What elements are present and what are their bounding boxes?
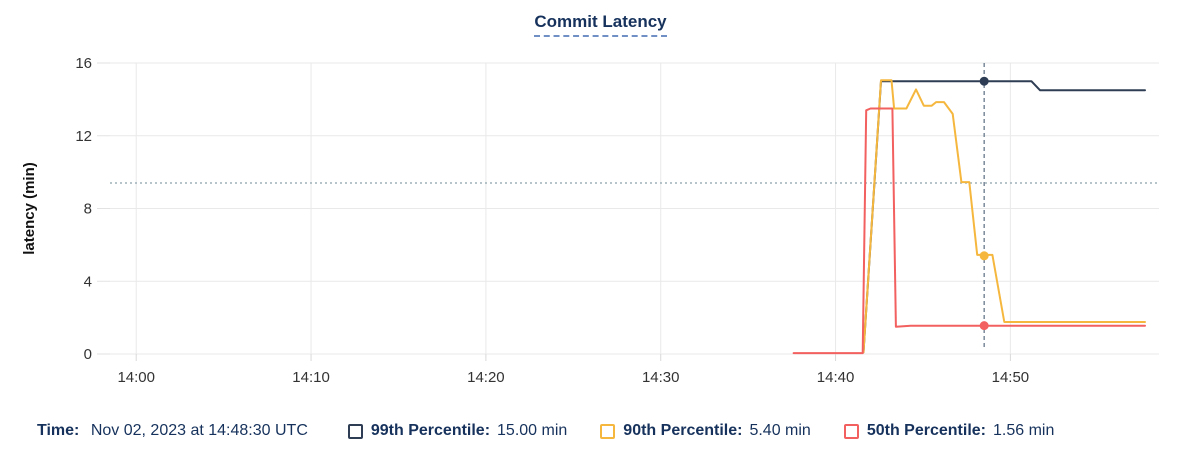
cursor-dot-p50 (979, 321, 989, 331)
y-tick-label: 12 (75, 128, 92, 145)
legend-swatch-90th-icon (600, 423, 616, 439)
y-tick-label: 0 (84, 346, 92, 363)
legend-value: 5.40 min (749, 422, 811, 439)
legend-swatch-99th-icon (347, 423, 363, 439)
legend-value: 1.56 min (992, 422, 1055, 439)
x-tick-label: 14:40 (817, 369, 855, 386)
legend-item-90th-percentile[interactable]: 90th Percentile: 5.40 min (600, 422, 811, 440)
commit-latency-chart[interactable]: 0 4 8 12 16 14:00 14:10 14:20 14:30 14:40 14:50 lat… (0, 0, 1201, 400)
legend-label: 99th Percentile: (370, 422, 491, 439)
legend-swatch-50th-icon (843, 423, 859, 439)
time-value: Nov 02, 2023 at 14:48:30 UTC (90, 422, 308, 439)
chart-header: Commit Latency (0, 12, 1201, 37)
x-tick-label: 14:50 (992, 369, 1030, 386)
y-axis-title: latency (min) (21, 162, 38, 255)
y-tick-label: 16 (75, 55, 92, 72)
legend-item-50th-percentile[interactable]: 50th Percentile: 1.56 min (843, 422, 1055, 440)
y-tick-label: 4 (84, 273, 92, 290)
legend-item-99th-percentile[interactable]: 99th Percentile: 15.00 min (347, 422, 568, 440)
time-label: Time: (37, 422, 80, 439)
chart-title[interactable]: Commit Latency (534, 12, 667, 37)
x-tick-label: 14:00 (117, 369, 155, 386)
series-p99-line (862, 80, 1146, 354)
legend-value: 15.00 min (497, 422, 568, 439)
y-tick-label: 8 (84, 201, 92, 218)
chart-legend: Time: Nov 02, 2023 at 14:48:30 UTC 99th … (37, 422, 1187, 440)
series-p90-line (862, 79, 1146, 354)
legend-label: 50th Percentile: (866, 422, 986, 439)
cursor-dot-p90 (979, 251, 989, 261)
series-p50-line (792, 107, 1146, 355)
legend-label: 90th Percentile: (623, 422, 743, 439)
x-tick-label: 14:20 (467, 369, 505, 386)
x-tick-label: 14:10 (292, 369, 330, 386)
cursor-dot-p99 (979, 76, 989, 86)
x-tick-label: 14:30 (642, 369, 680, 386)
cursor-time-readout: Time: Nov 02, 2023 at 14:48:30 UTC (37, 422, 308, 440)
